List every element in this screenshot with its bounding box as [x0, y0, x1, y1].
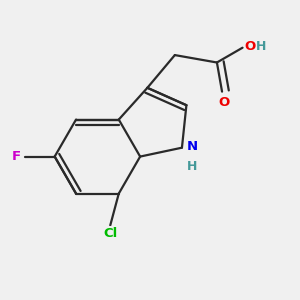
Text: F: F: [12, 150, 21, 163]
Text: O: O: [244, 40, 255, 53]
Text: H: H: [187, 160, 198, 173]
Text: Cl: Cl: [103, 227, 117, 240]
Text: N: N: [187, 140, 198, 153]
Text: H: H: [256, 40, 267, 53]
Text: O: O: [218, 96, 229, 109]
